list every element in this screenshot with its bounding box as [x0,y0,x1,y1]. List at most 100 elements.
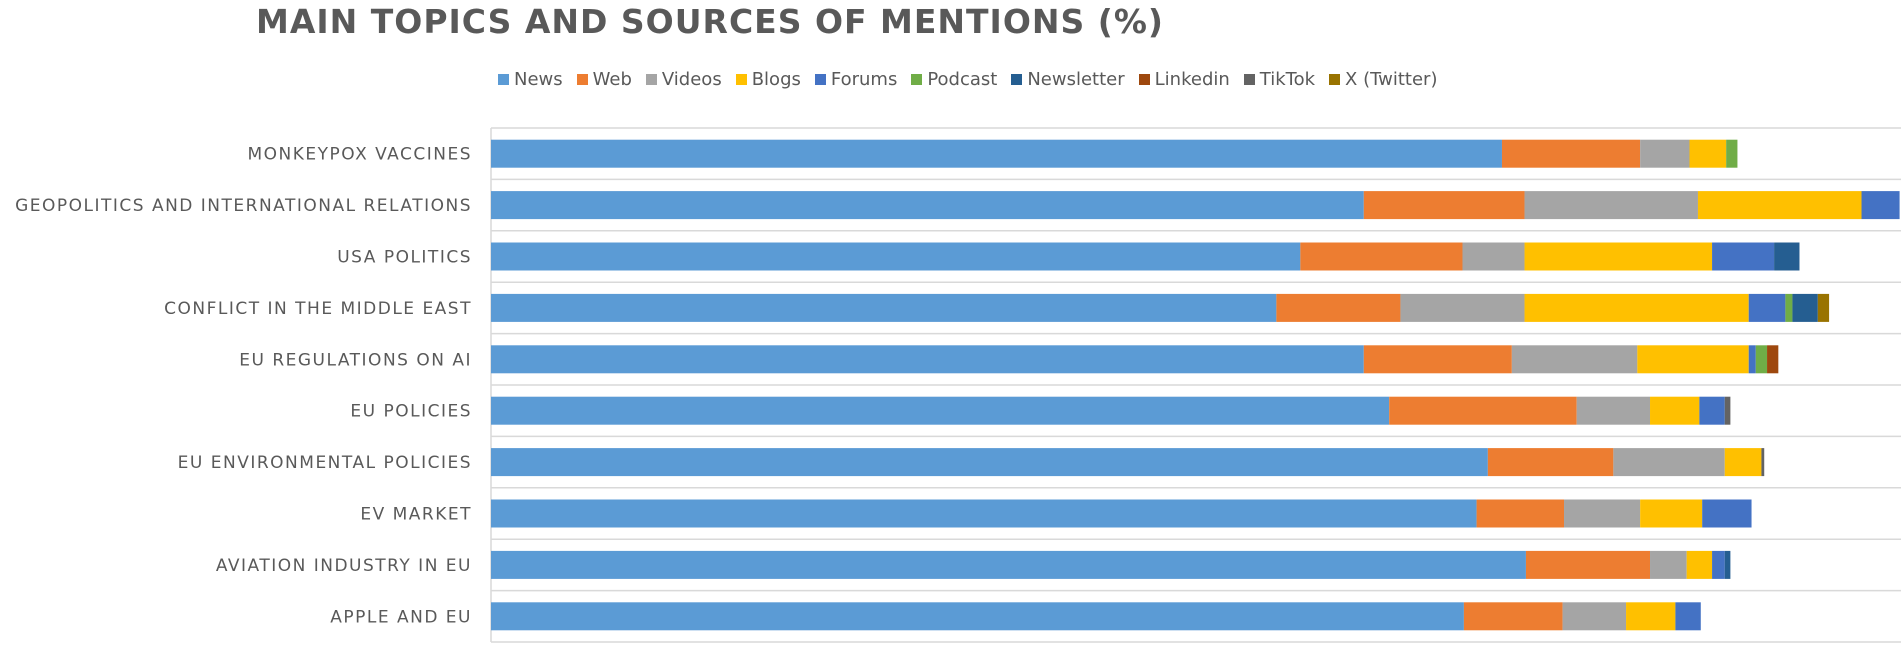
category-label: APPLE AND EU [330,607,472,627]
legend-swatch [576,73,588,85]
legend-swatch [1138,73,1150,85]
category-label: CONFLICT IN THE MIDDLE EAST [164,299,472,319]
bar-segment [491,550,1526,579]
bar-segment [1487,448,1614,477]
bar-segment [1724,550,1731,579]
bar-segment [1817,293,1830,322]
bar-segment [1785,293,1793,322]
bar-segment [1511,345,1638,374]
bar-segment [1640,139,1690,168]
legend-label: Podcast [927,68,998,90]
legend-item: Forums [814,68,898,90]
legend-label: Blogs [751,68,801,90]
bar-segment [1861,191,1900,220]
legend-item: Linkedin [1138,68,1230,90]
bar-segment [1626,602,1676,631]
bar-segment [1400,293,1525,322]
legend-label: News [514,68,563,90]
bar-segment [1637,345,1749,374]
bar-segment [491,293,1277,322]
legend-swatch [498,73,509,85]
bar-segment [491,448,1488,477]
bar-segment [1462,242,1525,271]
bar-segment [1562,602,1627,631]
bar-segment [1712,242,1775,271]
legend-swatch [1243,73,1255,85]
bar-segment [1501,139,1641,168]
bar-segment [1463,602,1563,631]
bar-segment [1576,396,1651,425]
category-label: AVIATION INDUSTRY IN EU [216,556,472,576]
bar-segment [1689,139,1727,168]
bar-segment [1755,345,1768,374]
legend-swatch [814,73,826,85]
legend-label: Linkedin [1154,68,1230,90]
bar-segment [1363,345,1512,374]
bar-segment [1699,396,1725,425]
bar-segment [1389,396,1577,425]
bar-segment [1767,345,1779,374]
category-label: MONKEYPOX VACCINES [247,145,472,165]
category-label: EU ENVIRONMENTAL POLICIES [178,453,472,473]
legend-swatch [645,73,657,85]
legend-label: Forums [830,68,898,90]
legend-swatch [1329,73,1341,85]
legend-item: X (Twitter) [1329,69,1437,90]
legend-swatch [735,73,747,85]
legend-label: X (Twitter) [1345,68,1438,90]
legend-swatch [911,73,923,85]
bar-segment [1724,396,1731,425]
bar-segment [491,602,1464,631]
bar-segment [1774,242,1800,271]
bar-segment [1726,139,1738,168]
bar-segment [1650,396,1700,425]
bar-segment [1792,293,1818,322]
category-label: USA POLITICS [337,248,472,268]
bar-segment [1675,602,1701,631]
bar-segment [491,345,1364,374]
legend-label: Web [592,68,632,90]
bar-segment [1524,191,1698,220]
bar-segment [491,396,1390,425]
bar-segment [1276,293,1401,322]
bar-segment [1712,550,1725,579]
bar-segment [1748,293,1786,322]
legend-item: Web [576,68,632,90]
legend-label: Newsletter [1027,68,1125,90]
legend-item: Podcast [911,69,997,90]
bar-segment [1748,345,1756,374]
bar-segment [1686,550,1713,579]
legend-label: Videos [661,68,722,90]
category-label: EU REGULATIONS ON AI [239,350,472,370]
bar-segment [491,139,1502,168]
bar-segment [1724,448,1762,477]
bar-segment [491,499,1477,528]
bar-segment [1761,448,1765,477]
legend-item: TikTok [1243,68,1316,90]
legend-swatch [1011,73,1023,85]
bar-segment [491,191,1364,220]
chart-legend: News Web Videos Blogs Forums Podcast Newslette… [498,66,1451,92]
bar-segment [1363,191,1525,220]
bar-segment [1525,550,1651,579]
bar-segment [1650,550,1687,579]
legend-item: Newsletter [1011,68,1125,90]
bar-segment [1300,242,1463,271]
bar-segment [1564,499,1641,528]
category-label: GEOPOLITICS AND INTERNATIONAL RELATIONS [15,196,472,216]
legend-label: TikTok [1259,68,1316,90]
bar-segment [1640,499,1703,528]
legend-item: News [498,69,563,90]
category-label: EU POLICIES [350,402,472,422]
legend-item: Blogs [735,68,801,90]
bar-segment [1697,191,1862,220]
bar-segment [1476,499,1565,528]
chart-title: MAIN TOPICS AND SOURCES OF MENTIONS (%) [256,2,1164,41]
bar-segment [1524,293,1749,322]
bar-segment [1613,448,1725,477]
bar-segment [491,242,1301,271]
legend-item: Videos [645,68,722,90]
bar-segment [1524,242,1713,271]
category-label: EV MARKET [360,505,472,525]
